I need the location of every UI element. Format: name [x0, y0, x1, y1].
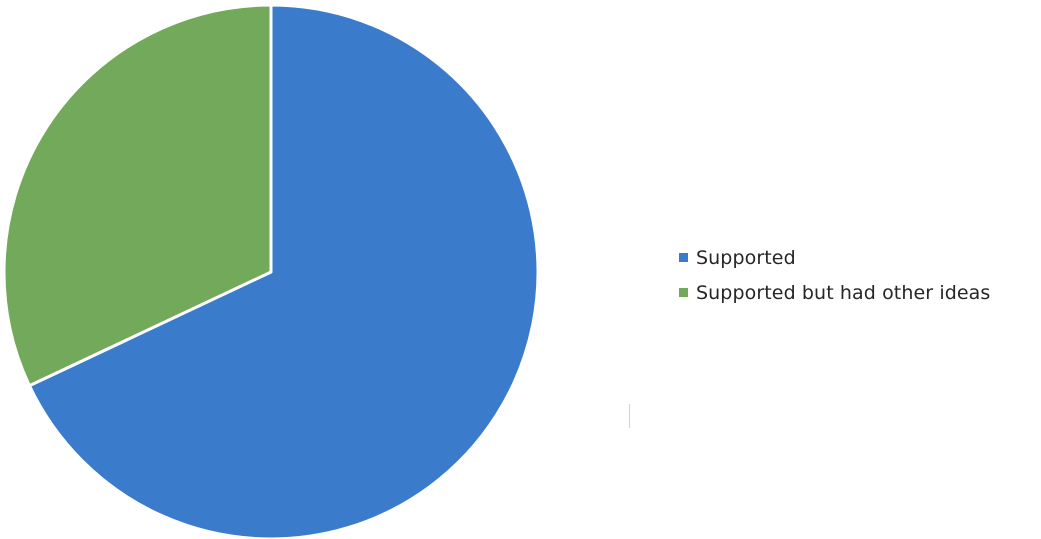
legend-swatch-supported [679, 253, 688, 262]
pie-plot-area [2, 3, 540, 539]
pie-slices [2, 3, 540, 539]
legend-swatch-supported-other-ideas [679, 288, 688, 297]
pie-slice-supported [27, 3, 540, 539]
legend-label-supported: Supported [696, 246, 796, 269]
legend-item-supported: Supported [679, 240, 990, 275]
legend-item-supported-other-ideas: Supported but had other ideas [679, 275, 990, 310]
pie-slice-supported-but-had-other-ideas [2, 3, 273, 388]
chart-legend: Supported Supported but had other ideas [679, 240, 990, 310]
legend-label-supported-other-ideas: Supported but had other ideas [696, 281, 991, 304]
scan-artifact [629, 404, 630, 428]
